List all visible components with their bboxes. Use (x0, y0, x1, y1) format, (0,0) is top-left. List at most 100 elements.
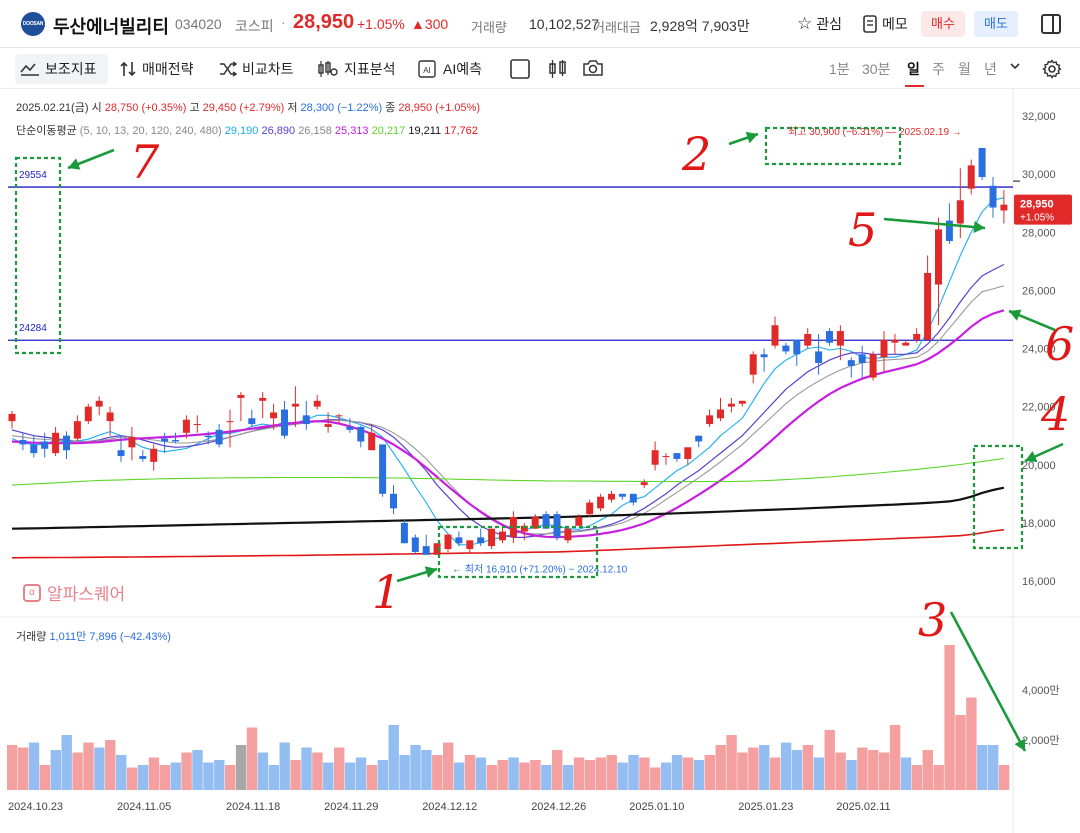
candle-body (804, 333, 812, 346)
draw-box-button[interactable] (510, 59, 530, 79)
sell-button[interactable]: 매도 (974, 11, 1018, 37)
screenshot-button[interactable] (582, 59, 604, 77)
memo-button[interactable]: 메모 (862, 14, 908, 34)
x-tick-label: 2024.11.18 (226, 801, 280, 813)
analysis-label: 지표분석 (344, 61, 396, 77)
gear-icon (1042, 59, 1062, 79)
candle-body (717, 409, 724, 419)
candle-body (422, 546, 430, 555)
strategy-button[interactable]: 매매전략 (119, 59, 194, 79)
candle-body (172, 440, 179, 442)
candle-body (433, 543, 441, 555)
period-month[interactable]: 월 (958, 61, 971, 77)
candle-type-button[interactable] (548, 59, 568, 79)
candle-body (302, 415, 310, 425)
volume-bar (519, 762, 530, 790)
candle-body (684, 447, 692, 459)
candle-body (902, 342, 910, 346)
period-1min[interactable]: 1분 (829, 61, 850, 77)
candle-body (989, 185, 997, 208)
x-tick-label: 2024.11.29 (324, 801, 378, 813)
volume-bar (889, 725, 901, 790)
volume-bar (355, 757, 367, 790)
ai-chip-icon: AI (418, 60, 436, 78)
volume-bar (671, 755, 683, 790)
candle-body (291, 403, 299, 407)
volume-tick-label: 2,000만 (1022, 734, 1060, 747)
candle-body (608, 493, 615, 500)
indicator-button[interactable]: 보조지표 (20, 59, 97, 79)
period-dropdown[interactable] (1009, 60, 1021, 72)
selected-period-underline (905, 85, 924, 87)
volume-bar (421, 750, 432, 790)
annotation-arrowhead (745, 131, 758, 144)
watch-label: 관심 (816, 16, 843, 32)
volume-bar (900, 757, 912, 790)
ai-button[interactable]: AI AI예측 (416, 59, 482, 79)
volume-bar (988, 745, 999, 790)
candle-body (73, 421, 81, 439)
ma-line-20 (11, 309, 1005, 539)
compare-button[interactable]: 비교차트 (219, 59, 294, 79)
candle-body (95, 400, 103, 407)
horizontal-lines: 29554 24284 (8, 170, 1013, 341)
volume-bar (257, 752, 269, 790)
candle-body (106, 412, 114, 422)
candle-body (673, 453, 681, 459)
volume-bars (7, 645, 1010, 790)
volume-bar (737, 752, 748, 790)
volume-bar (617, 762, 628, 790)
volume-bar (453, 762, 465, 790)
volume-bar (933, 765, 944, 790)
candle-body (618, 493, 626, 497)
candle-body (564, 528, 572, 541)
camera-icon (583, 60, 603, 76)
compare-label: 비교차트 (242, 61, 294, 77)
volume-bar (312, 752, 323, 790)
candle-body (760, 354, 768, 358)
candle-body (542, 514, 550, 529)
volume-bar (595, 757, 606, 790)
analysis-button[interactable]: 지표분석 (317, 59, 396, 79)
candle-body (215, 429, 223, 445)
volume-bar (693, 760, 705, 790)
period-30min[interactable]: 30분 (862, 61, 891, 77)
settings-button[interactable] (1042, 59, 1062, 79)
current-price-tag (1014, 194, 1072, 225)
current-pct-tag-label: +1.05% (1020, 213, 1054, 224)
volume-bar (650, 767, 661, 790)
ma-line-13 (11, 285, 1005, 535)
change-percent: +1.05% (357, 16, 405, 32)
y-tick-label: 24,000 (1022, 344, 1056, 356)
volume-label: 거래량 (471, 20, 507, 35)
candle-body (815, 351, 823, 364)
up-down-arrows-icon (120, 61, 136, 77)
volume-bar (562, 765, 574, 790)
ohlc-info-line: 2025.02.21(금) 시 28,750 (+0.35%) 고 29,450… (16, 99, 480, 115)
volume-bar (235, 745, 247, 790)
candle-body (193, 424, 201, 426)
watch-button[interactable]: ☆ 관심 (797, 14, 842, 34)
volume-info-value: 1,011만 7,896 (−42.43%) (49, 631, 171, 643)
ma-line-240 (11, 486, 1005, 530)
candle-body (324, 424, 332, 427)
period-year[interactable]: 년 (984, 61, 997, 77)
buy-button[interactable]: 매수 (921, 11, 965, 37)
moving-average-legend[interactable]: 단순이동평균 (5, 10, 13, 20, 120, 240, 480) 29… (16, 122, 478, 138)
handwritten-number-5: 5 (848, 203, 877, 257)
side-panel-icon[interactable] (1041, 14, 1061, 34)
candle-body (19, 440, 27, 445)
volume-bar (126, 767, 138, 790)
candle-body (488, 528, 496, 547)
volume-bar (137, 765, 149, 790)
candle-body (738, 400, 746, 404)
high-value: 29,450 (+2.79%) (202, 102, 285, 114)
volume-bar (748, 747, 759, 790)
chevron-down-icon (1010, 63, 1020, 70)
ma-label: 단순이동평균 (16, 125, 77, 137)
period-day[interactable]: 일 (907, 61, 920, 77)
volume-bar (759, 745, 770, 790)
period-week[interactable]: 주 (932, 61, 945, 77)
volume-bar (159, 765, 170, 790)
